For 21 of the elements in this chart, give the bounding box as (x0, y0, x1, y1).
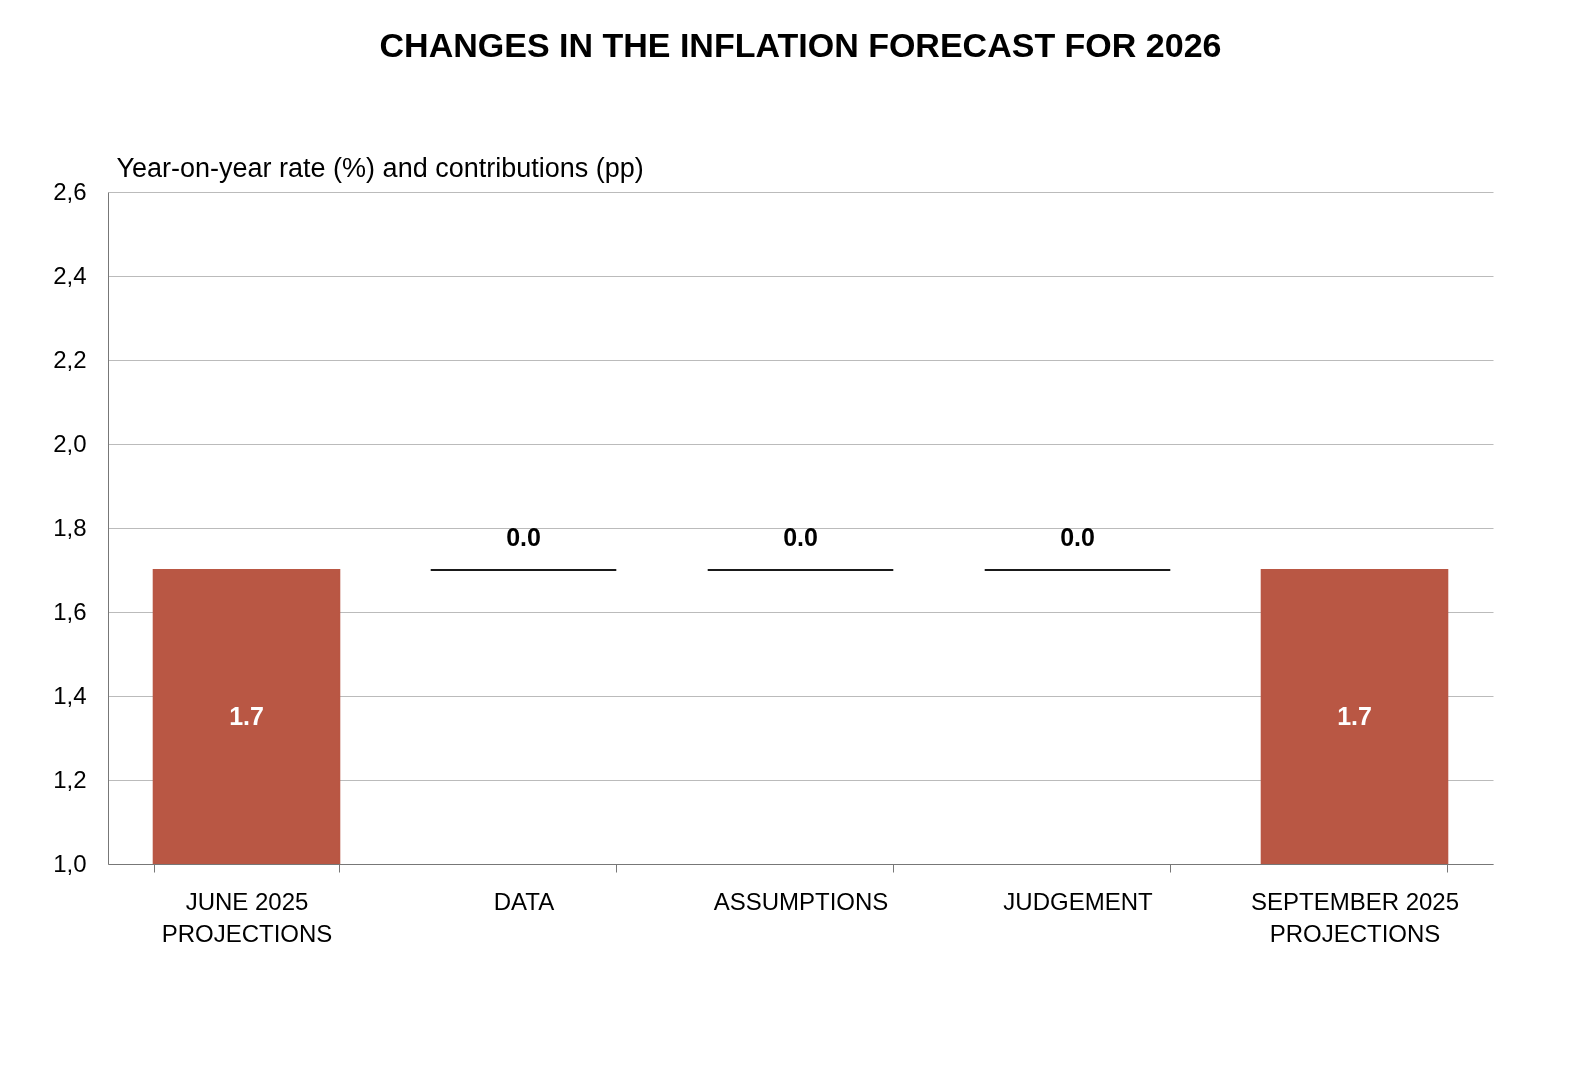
data-label: 0.0 (1060, 523, 1095, 551)
y-tick-label: 2,4 (53, 261, 87, 289)
y-tick-label: 2,2 (53, 345, 87, 373)
x-tick-label: ASSUMPTIONS (713, 887, 889, 915)
y-tick-label: 2,0 (53, 429, 87, 457)
y-tick-label: 1,8 (53, 513, 87, 541)
y-tick-label: 1,6 (53, 597, 87, 625)
data-label: 1.7 (1337, 702, 1372, 730)
x-tick-label: SEPTEMBER 2025 PROJECTIONS (1250, 887, 1460, 947)
y-tick-label: 1,2 (53, 765, 87, 793)
y-tick-label: 1,4 (53, 681, 87, 709)
x-tick-label: JUNE 2025 PROJECTIONS (161, 887, 333, 947)
y-tick-label: 2,6 (53, 177, 87, 205)
chart-title: CHANGES IN THE INFLATION FORECAST FOR 2026 (379, 26, 1222, 64)
x-tick-label: JUDGEMENT (1003, 887, 1153, 915)
data-label: 1.7 (229, 702, 264, 730)
data-label: 0.0 (506, 523, 541, 551)
data-label: 0.0 (783, 523, 818, 551)
y-axis-title: Year-on-year rate (%) and contributions (pp) (116, 152, 644, 183)
x-tick-label: DATA (493, 887, 555, 915)
y-tick-label: 1,0 (53, 849, 87, 877)
